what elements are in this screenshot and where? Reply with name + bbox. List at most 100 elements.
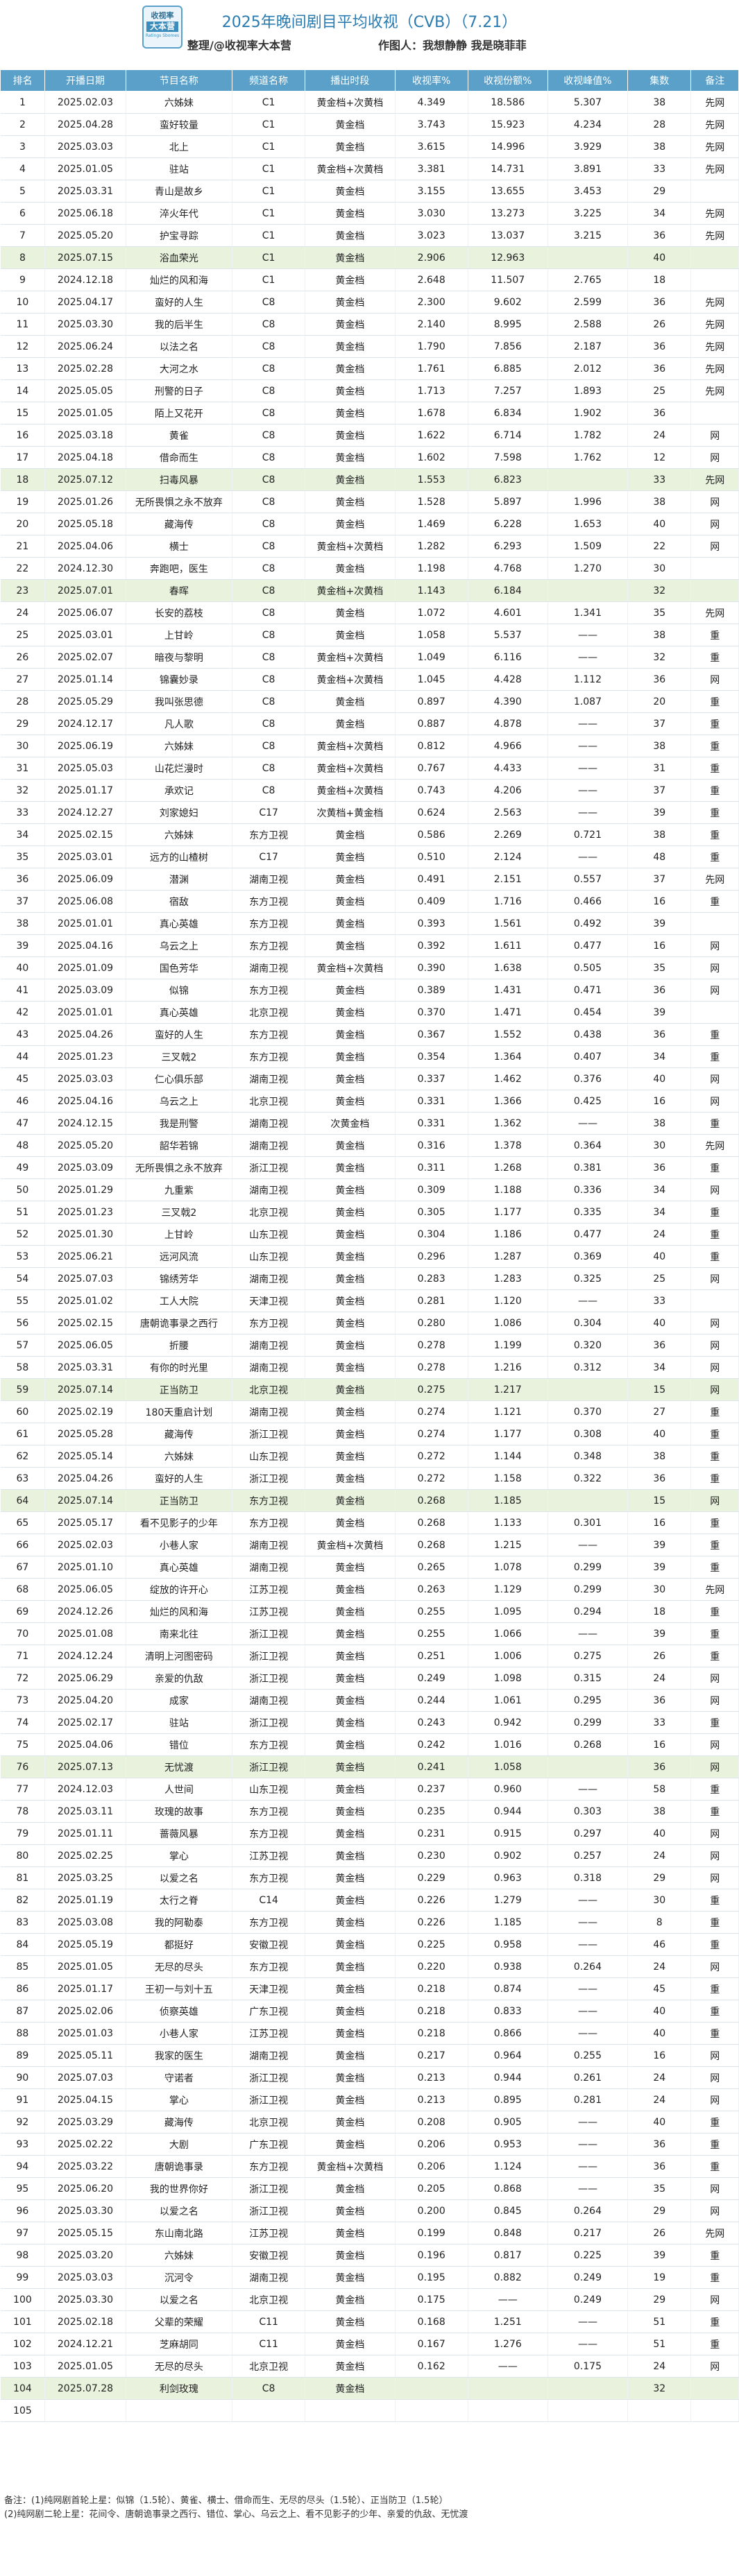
cell-share: 4.206 bbox=[468, 779, 548, 802]
cell-rank: 91 bbox=[0, 2088, 46, 2111]
table-row: 47 2024.12.15 我是刑警 湖南卫视 次黄金档 0.331 1.362 —— 38 重 bbox=[0, 1112, 739, 1135]
cell-channel: 东方卫视 bbox=[232, 1045, 306, 1068]
cell-share: 5.537 bbox=[468, 624, 548, 646]
cell-timeslot: 黄金档 bbox=[305, 1201, 396, 1223]
cell-episodes: 36 bbox=[627, 1334, 692, 1357]
cell-rank: 23 bbox=[0, 579, 46, 602]
cell-rank: 34 bbox=[0, 823, 46, 846]
table-row: 63 2025.04.26 蛮好的人生 浙江卫视 黄金档 0.272 1.158 0.322 3… bbox=[0, 1467, 739, 1490]
cell-program-name: 六姊妹 bbox=[126, 735, 233, 757]
cell-channel: 江苏卫视 bbox=[232, 2222, 306, 2244]
cell-episodes: 36 bbox=[627, 668, 692, 691]
table-row: 3 2025.03.03 北上 C1 黄金档 3.615 14.996 3.929 38 先网 bbox=[0, 135, 739, 158]
cell-program-name: 承欢记 bbox=[126, 779, 233, 802]
cell-premiere-date: 2025.01.26 bbox=[44, 490, 126, 513]
cell-rating: 0.390 bbox=[395, 956, 468, 979]
cell-channel: C8 bbox=[232, 601, 306, 624]
cell-program-name: 看不见影子的少年 bbox=[126, 1511, 233, 1534]
cell-channel: C8 bbox=[232, 557, 306, 580]
cell-timeslot: 黄金档 bbox=[305, 468, 396, 491]
cell-rating: 0.337 bbox=[395, 1067, 468, 1090]
cell-channel: 江苏卫视 bbox=[232, 1578, 306, 1601]
cell-rank: 38 bbox=[0, 912, 46, 935]
cell-peak: 0.477 bbox=[547, 1223, 629, 1246]
cell-premiere-date: 2025.01.09 bbox=[44, 956, 126, 979]
col-channel: 频道名称 bbox=[232, 69, 306, 92]
cell-remark: 重 bbox=[690, 1600, 739, 1623]
cell-timeslot: 黄金档 bbox=[305, 2199, 396, 2222]
cell-timeslot: 黄金档 bbox=[305, 890, 396, 913]
cell-episodes: 18 bbox=[627, 1600, 692, 1623]
table-row: 5 2025.03.31 青山是故乡 C1 黄金档 3.155 13.655 3.453 29 bbox=[0, 180, 739, 203]
cell-timeslot: 黄金档 bbox=[305, 446, 396, 469]
cell-share: 0.964 bbox=[468, 2044, 548, 2067]
cell-rank: 75 bbox=[0, 1733, 46, 1756]
cell-episodes: 26 bbox=[627, 313, 692, 336]
cell-timeslot: 黄金档 bbox=[305, 1445, 396, 1468]
cell-episodes: 39 bbox=[627, 1556, 692, 1579]
cell-peak: 0.370 bbox=[547, 1400, 629, 1423]
cell-rating: 0.767 bbox=[395, 757, 468, 780]
cell-channel: C8 bbox=[232, 468, 306, 491]
cell-share: 1.177 bbox=[468, 1423, 548, 1445]
cell-share: 0.953 bbox=[468, 2133, 548, 2156]
cell-program-name: 六姊妹 bbox=[126, 91, 233, 114]
cell-rating: 1.602 bbox=[395, 446, 468, 469]
cell-channel: C1 bbox=[232, 180, 306, 203]
cell-share: 1.283 bbox=[468, 1267, 548, 1290]
cell-remark: 重 bbox=[690, 1622, 739, 1645]
cell-program-name: 太行之脊 bbox=[126, 1889, 233, 1912]
table-row: 15 2025.01.05 陌上又花开 C8 黄金档 1.678 6.834 1.902 36 bbox=[0, 402, 739, 424]
cell-remark bbox=[690, 246, 739, 269]
cell-timeslot: 黄金档 bbox=[305, 1556, 396, 1579]
cell-rank: 102 bbox=[0, 2333, 46, 2355]
cell-peak: 1.762 bbox=[547, 446, 629, 469]
cell-premiere-date: 2025.05.19 bbox=[44, 1933, 126, 1956]
cell-premiere-date: 2025.07.12 bbox=[44, 468, 126, 491]
cell-rank: 95 bbox=[0, 2177, 46, 2200]
cell-timeslot: 黄金档 bbox=[305, 1911, 396, 1934]
cell-rank: 42 bbox=[0, 1001, 46, 1024]
cell-timeslot: 黄金档 bbox=[305, 2044, 396, 2067]
cell-premiere-date: 2025.02.28 bbox=[44, 357, 126, 380]
cell-rating: 0.200 bbox=[395, 2199, 468, 2222]
cell-program-name: 北上 bbox=[126, 135, 233, 158]
cell-peak: 3.215 bbox=[547, 224, 629, 247]
cell-channel: C8 bbox=[232, 402, 306, 424]
cell-premiere-date: 2025.02.22 bbox=[44, 2133, 126, 2156]
cell-program-name: 三叉戟2 bbox=[126, 1201, 233, 1223]
cell-timeslot: 黄金档 bbox=[305, 1600, 396, 1623]
table-row: 41 2025.03.09 似锦 东方卫视 黄金档 0.389 1.431 0.471 36 网 bbox=[0, 979, 739, 1002]
cell-remark: 先网 bbox=[690, 157, 739, 180]
cell-program-name: 六姊妹 bbox=[126, 1445, 233, 1468]
cell-share: 1.378 bbox=[468, 1134, 548, 1157]
table-row: 12 2025.06.24 以法之名 C8 黄金档 1.790 7.856 2.187 36 先网 bbox=[0, 335, 739, 358]
cell-rating: 0.241 bbox=[395, 1755, 468, 1778]
cell-share: 1.217 bbox=[468, 1378, 548, 1401]
cell-share: 1.133 bbox=[468, 1511, 548, 1534]
table-row: 46 2025.04.16 乌云之上 北京卫视 黄金档 0.331 1.366 0.425 16… bbox=[0, 1090, 739, 1113]
table-row: 34 2025.02.15 六姊妹 东方卫视 黄金档 0.586 2.269 0.721 38 重 bbox=[0, 823, 739, 846]
cell-channel: 湖南卫视 bbox=[232, 1267, 306, 1290]
cell-share: 8.995 bbox=[468, 313, 548, 336]
cell-timeslot: 黄金档 bbox=[305, 1245, 396, 1268]
cell-peak: —— bbox=[547, 845, 629, 868]
cell-rating: 0.316 bbox=[395, 1134, 468, 1157]
table-row: 14 2025.05.05 刑警的日子 C8 黄金档 1.713 7.257 1.893 25 先… bbox=[0, 379, 739, 402]
cell-episodes: 36 bbox=[627, 1689, 692, 1712]
cell-rank: 63 bbox=[0, 1467, 46, 1490]
cell-episodes: 36 bbox=[627, 2155, 692, 2178]
cell-peak: 0.225 bbox=[547, 2244, 629, 2267]
cell-rating: 1.469 bbox=[395, 513, 468, 535]
cell-rating: 0.235 bbox=[395, 1800, 468, 1823]
cell-channel: C1 bbox=[232, 202, 306, 225]
cell-premiere-date: 2025.02.25 bbox=[44, 1844, 126, 1867]
cell-program-name: 成家 bbox=[126, 1689, 233, 1712]
cell-remark: 重 bbox=[690, 2155, 739, 2178]
cell-episodes: 39 bbox=[627, 912, 692, 935]
col-remark: 备注 bbox=[690, 69, 739, 92]
cell-premiere-date: 2025.05.15 bbox=[44, 2222, 126, 2244]
cell-channel bbox=[232, 2399, 306, 2422]
cell-share: 1.276 bbox=[468, 2333, 548, 2355]
cell-rating: 0.278 bbox=[395, 1334, 468, 1357]
